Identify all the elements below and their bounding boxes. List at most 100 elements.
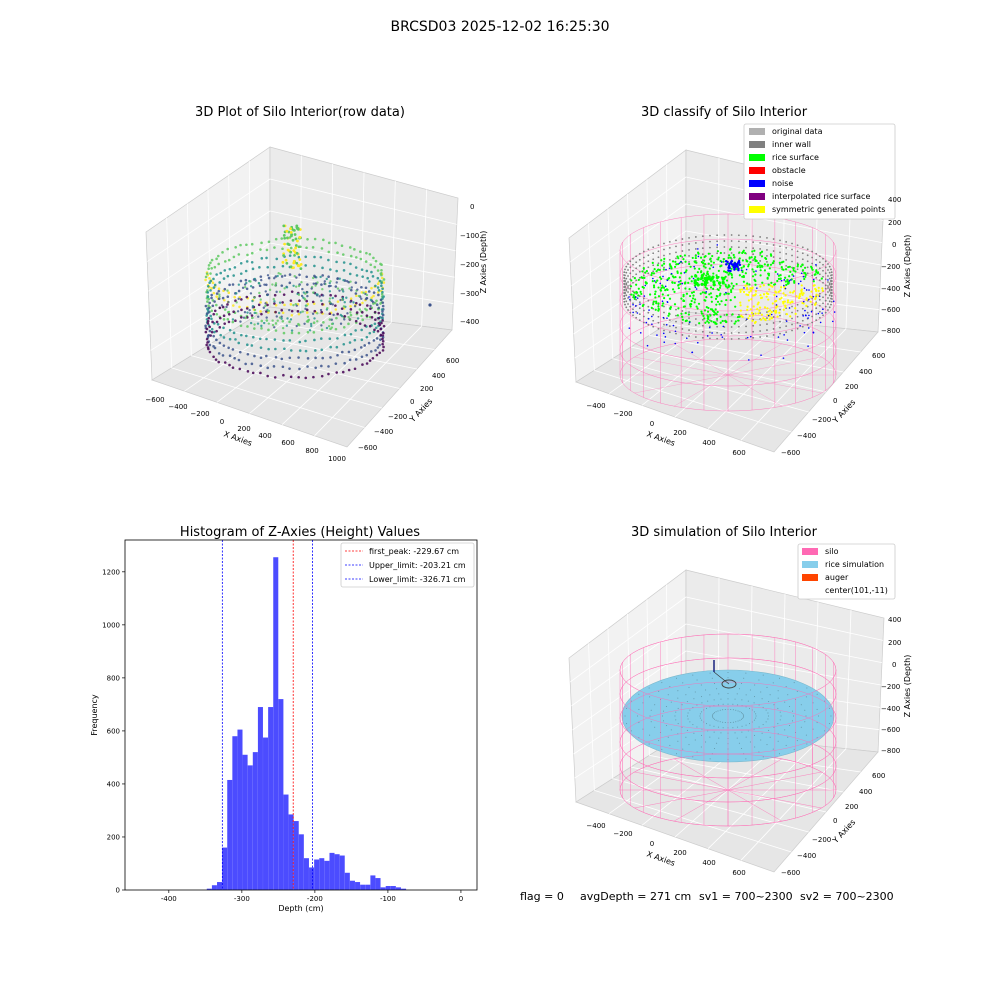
inner-wall-point (822, 281, 824, 284)
rice-mesh-node (711, 677, 713, 679)
raw-point (369, 350, 373, 353)
classify-x-tick-labels: −400 −200 0 200 400 600 (586, 402, 745, 457)
surface-point (775, 291, 778, 294)
surface-point (652, 284, 656, 287)
raw-point (364, 286, 368, 290)
raw-point (231, 304, 235, 307)
raw-point (380, 263, 383, 267)
silo-wire-spoke (727, 343, 783, 376)
raw-point (274, 284, 277, 287)
classify-y-tick: −200 (812, 416, 831, 424)
rice-mesh-node (713, 699, 715, 701)
surface-point (639, 290, 642, 293)
raw-point (272, 265, 276, 269)
inner-wall-point (818, 304, 821, 307)
surface-point (801, 293, 804, 297)
raw-point (223, 260, 227, 263)
inner-wall-point (652, 313, 655, 316)
raw-point (246, 311, 249, 314)
raw-point (296, 310, 300, 313)
inner-wall-point (668, 258, 671, 261)
raw-point (348, 341, 352, 344)
inner-wall-point (796, 327, 799, 330)
raw-point (260, 312, 263, 316)
raw-point (312, 331, 316, 334)
raw-x-tick: −600 (145, 396, 164, 404)
raw-point (208, 301, 211, 305)
rice-mesh-node (785, 744, 787, 746)
histogram-bar (237, 729, 243, 890)
classify-3d-panel: 3D classify of Silo Interior original da… (568, 105, 912, 457)
raw-point (297, 331, 301, 335)
rice-mesh-node (661, 682, 663, 684)
noise-point (656, 334, 658, 336)
surface-point (748, 256, 751, 259)
surface-point (673, 281, 676, 285)
raw-point (207, 306, 211, 310)
surface-point (706, 310, 710, 313)
inner-wall-point (745, 319, 747, 322)
inner-wall-point (745, 234, 747, 237)
inner-wall-point (694, 318, 697, 320)
classify-y-tick: 200 (845, 383, 858, 391)
raw-point (379, 338, 382, 341)
inner-wall-point (657, 244, 660, 247)
rice-mesh-node (648, 687, 650, 689)
rice-mesh-node (649, 715, 651, 717)
inner-wall-point (815, 307, 818, 310)
surface-point (803, 266, 807, 269)
inner-wall-point (647, 311, 650, 314)
noise-point (812, 295, 815, 298)
raw-point (275, 315, 278, 318)
surface-point (753, 321, 757, 325)
noise-point (674, 342, 677, 345)
inner-wall-point (791, 323, 793, 326)
raw-point (228, 363, 231, 367)
inner-wall-point (806, 323, 809, 326)
raw-point (206, 334, 210, 337)
raw-point (210, 317, 213, 321)
raw-point (259, 310, 262, 313)
rice-mesh-node (701, 702, 703, 704)
raw-point (210, 309, 214, 313)
raw-point (328, 312, 332, 315)
inner-wall-point (759, 260, 762, 262)
raw-point (209, 279, 213, 283)
raw-point (319, 337, 323, 340)
inner-wall-point (624, 286, 626, 289)
surface-point (650, 272, 654, 275)
inner-wall-point (647, 266, 650, 269)
surface-point (815, 288, 818, 292)
surface-point (705, 306, 708, 309)
raw-point (379, 302, 382, 305)
surface-point (762, 317, 765, 320)
raw-x-tick: 0 (220, 418, 224, 426)
rice-mesh-node (662, 710, 664, 712)
raw-point (285, 229, 289, 233)
noise-point (725, 291, 727, 294)
raw-point (274, 282, 278, 285)
noise-point (782, 357, 785, 359)
raw-point (352, 301, 355, 304)
raw-point (354, 256, 358, 259)
surface-point (770, 316, 773, 319)
raw-point (272, 297, 275, 301)
noise-point (808, 314, 810, 317)
surface-point (668, 297, 672, 300)
silo-wire-spoke (634, 374, 729, 394)
inner-wall-point (632, 269, 634, 272)
raw-point (245, 295, 249, 299)
legend-swatch-silo (802, 548, 818, 555)
raw-point (365, 251, 368, 255)
histogram-bar (217, 882, 223, 890)
surface-point (737, 319, 740, 322)
rice-mesh-node (686, 701, 688, 703)
inner-wall-point (730, 234, 733, 236)
raw-point (265, 248, 269, 252)
surface-point (706, 287, 709, 290)
surface-point (782, 260, 785, 263)
raw-point (334, 327, 338, 331)
rice-mesh-node (749, 741, 751, 743)
surface-point (691, 256, 694, 260)
raw-point (381, 337, 384, 341)
